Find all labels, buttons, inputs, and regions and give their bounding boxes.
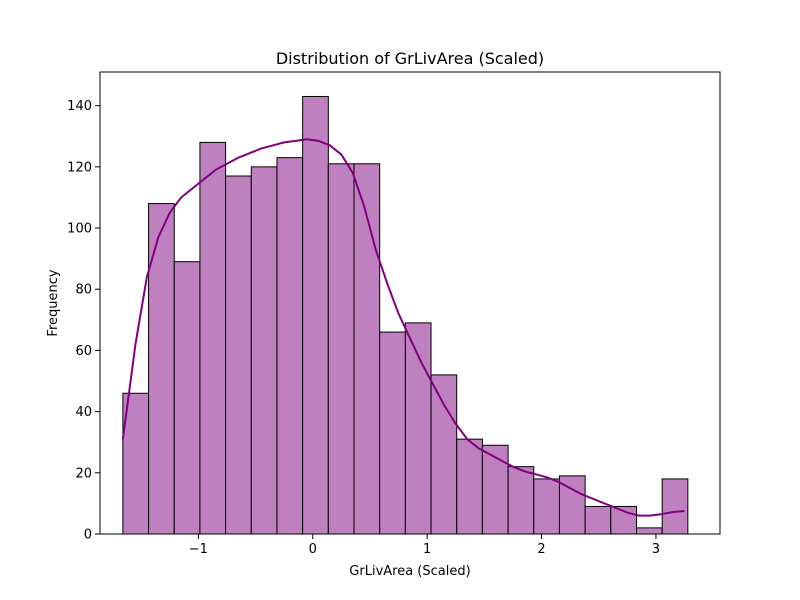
histogram-bar bbox=[250, 166, 278, 535]
y-tick-label: 20 bbox=[75, 466, 92, 481]
y-tick-label: 100 bbox=[67, 222, 92, 237]
x-tick-label: −1 bbox=[189, 542, 208, 557]
histogram-bar bbox=[610, 505, 637, 535]
histogram-bar bbox=[430, 374, 458, 535]
histogram-bar bbox=[635, 527, 663, 535]
y-tick-label: 120 bbox=[67, 160, 92, 175]
histogram-bar bbox=[302, 95, 329, 535]
histogram-bar bbox=[148, 203, 175, 535]
histogram-bar bbox=[276, 157, 304, 535]
kde-curve bbox=[121, 138, 685, 517]
x-tick-label: 2 bbox=[537, 542, 545, 557]
x-axis-label: GrLivArea (Scaled) bbox=[349, 564, 470, 579]
histogram-bar bbox=[456, 438, 483, 535]
histogram-bar bbox=[327, 163, 355, 535]
x-axis-ticks: −1 0 1 2 3 bbox=[189, 534, 660, 557]
chart-title: Distribution of GrLivArea (Scaled) bbox=[276, 49, 544, 68]
histogram-bar bbox=[353, 163, 381, 535]
y-tick-label: 80 bbox=[75, 283, 92, 298]
histogram-bar bbox=[584, 505, 612, 535]
histogram-bar bbox=[661, 478, 689, 535]
y-tick-label: 40 bbox=[75, 405, 92, 420]
y-tick-label: 140 bbox=[67, 99, 92, 114]
histogram-bar bbox=[507, 466, 535, 535]
histogram-bar bbox=[225, 175, 252, 535]
y-tick-label: 60 bbox=[75, 344, 92, 359]
x-tick-label: 0 bbox=[309, 542, 317, 557]
histogram-bar bbox=[173, 261, 201, 535]
y-axis-ticks: 0 20 40 60 80 100 120 140 bbox=[67, 99, 100, 543]
histogram-bars bbox=[122, 95, 689, 535]
histogram-bar bbox=[533, 478, 560, 535]
x-tick-label: 3 bbox=[652, 542, 660, 557]
histogram-bar bbox=[199, 141, 227, 535]
histogram-bar bbox=[481, 444, 509, 535]
plot-frame bbox=[99, 71, 721, 535]
y-tick-label: 0 bbox=[84, 528, 92, 543]
y-axis-label: Frequency bbox=[46, 269, 61, 336]
histogram-bar bbox=[379, 331, 406, 535]
x-tick-label: 1 bbox=[423, 542, 431, 557]
